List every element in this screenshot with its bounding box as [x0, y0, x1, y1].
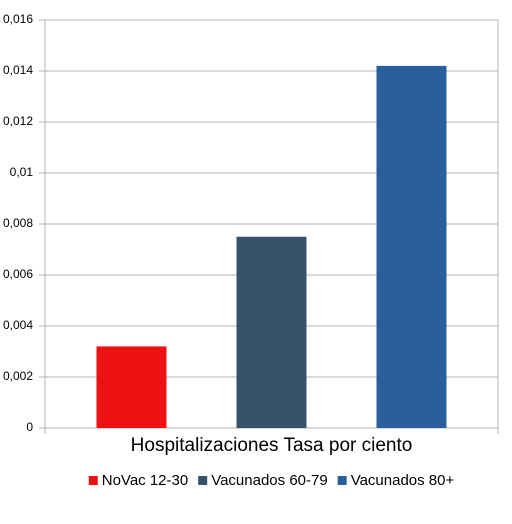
y-tick-label: 0,012: [3, 114, 33, 128]
legend-label: Vacunados 80+: [351, 472, 455, 489]
legend-swatch: [337, 476, 347, 485]
legend-swatch: [88, 476, 98, 485]
y-tick-label: 0,004: [3, 318, 33, 332]
y-tick-label: 0,016: [3, 12, 33, 26]
bar: [96, 346, 167, 428]
y-tick-label: 0: [26, 420, 33, 434]
y-tick-label: 0,014: [3, 63, 33, 77]
legend-swatch: [198, 476, 208, 485]
bar: [376, 65, 447, 429]
bar: [236, 236, 307, 428]
x-axis-category: Hospitalizaciones Tasa por ciento: [131, 435, 413, 456]
legend-label: NoVac 12-30: [102, 472, 188, 489]
legend-label: Vacunados 60-79: [211, 472, 327, 489]
y-tick-label: 0,01: [10, 165, 34, 179]
y-tick-label: 0,002: [3, 369, 33, 383]
y-tick-label: 0,008: [3, 216, 33, 230]
y-tick-label: 0,006: [3, 267, 33, 281]
